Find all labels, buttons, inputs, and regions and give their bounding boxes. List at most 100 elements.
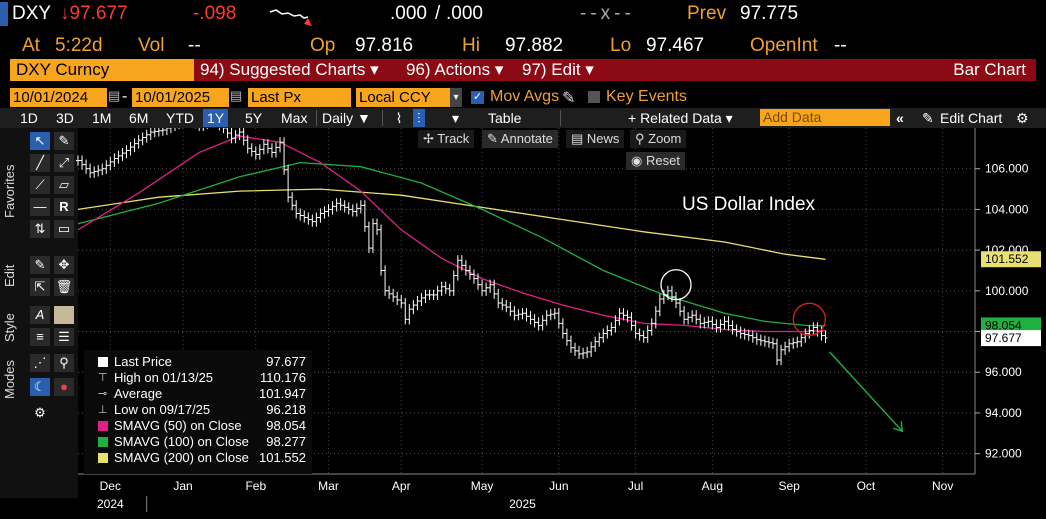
crosshair-icon[interactable]: ⋰ bbox=[30, 354, 50, 372]
vol-value: -- bbox=[188, 35, 201, 56]
price-chart: 106.000104.000102.000100.00098.00096.000… bbox=[76, 128, 1041, 512]
track-label: Track bbox=[437, 131, 470, 146]
calendar-icon[interactable]: ▤ bbox=[230, 88, 243, 103]
trash-icon[interactable]: 🗑 bbox=[54, 278, 74, 296]
edit-chart-button[interactable]: Edit Chart bbox=[940, 110, 1003, 126]
last-price-tag-bg bbox=[981, 330, 1041, 347]
y-tick-label: 100.000 bbox=[985, 284, 1029, 298]
open-label: Op bbox=[310, 35, 336, 56]
trend-tool-icon[interactable]: ⟋ bbox=[30, 176, 50, 194]
table-button[interactable]: Table bbox=[488, 110, 522, 126]
move-icon[interactable]: ✥ bbox=[54, 256, 74, 274]
chart-type-label: Bar Chart bbox=[606, 59, 1036, 81]
gear-icon[interactable]: ⚙ bbox=[1016, 110, 1029, 126]
legend-swatch bbox=[98, 357, 108, 367]
color-swatch-icon[interactable] bbox=[54, 306, 74, 324]
chart-title: US Dollar Index bbox=[682, 194, 816, 215]
reset-button[interactable]: ◉ Reset bbox=[626, 152, 685, 170]
track-tool[interactable]: ✢ Track bbox=[418, 130, 475, 148]
sma100-line bbox=[77, 161, 826, 327]
period-5y[interactable]: 5Y bbox=[245, 110, 263, 126]
legend-marker-icon: ⊸ bbox=[98, 388, 108, 400]
news-tool[interactable]: ▤ News bbox=[566, 130, 625, 148]
line-weight-icon[interactable]: ≡ bbox=[30, 328, 50, 346]
x-tick-label: Sep bbox=[778, 479, 800, 493]
quote-row-2: At 5:22d Vol -- Op 97.816 Hi 97.882 Lo 9… bbox=[0, 32, 1046, 58]
text-style-icon[interactable]: A bbox=[30, 306, 50, 324]
period-1y[interactable]: 1Y bbox=[203, 109, 229, 127]
zoom-tool[interactable]: ⚲ Zoom bbox=[630, 130, 687, 148]
cursor-icon[interactable]: ↖ bbox=[30, 132, 50, 150]
line-style-icon[interactable]: ☰ bbox=[54, 328, 74, 346]
pencil-icon: ✎ bbox=[487, 131, 501, 146]
chevron-down-icon[interactable]: ▾ bbox=[452, 110, 460, 126]
last-price: ↓97.677 bbox=[60, 3, 128, 24]
chevron-down-icon[interactable]: ▾ bbox=[450, 88, 462, 107]
channel-tool-icon[interactable]: ▱ bbox=[54, 176, 74, 194]
x-year-label: 2025 bbox=[509, 497, 536, 511]
end-date-input[interactable]: 10/01/2025 bbox=[132, 88, 229, 107]
line-chart-icon[interactable]: ⌇ bbox=[395, 110, 403, 126]
mov-avgs-checkbox[interactable]: ✓ bbox=[471, 91, 484, 104]
reset-icon: ◉ bbox=[631, 153, 646, 168]
x-tick-label: May bbox=[471, 479, 494, 493]
prev-label: Prev bbox=[687, 3, 727, 24]
sparkline-icon bbox=[269, 9, 312, 26]
bar-chart-icon[interactable]: ⫶ bbox=[413, 109, 425, 127]
gear-icon[interactable]: ⚙ bbox=[34, 405, 46, 420]
edit-menu[interactable]: 97) Edit ▾ bbox=[516, 59, 606, 81]
low-label: Lo bbox=[610, 35, 632, 56]
pencil-icon[interactable]: ✎ bbox=[922, 110, 934, 126]
legend-value: 101.552 bbox=[259, 450, 306, 465]
legend-name: SMAVG (50) on Close bbox=[114, 418, 242, 433]
pen-icon[interactable]: ✎ bbox=[54, 132, 74, 150]
frequency-select[interactable]: Daily ▼ bbox=[322, 110, 371, 126]
pencil-icon[interactable]: ✎ bbox=[562, 90, 576, 107]
key-events-checkbox[interactable] bbox=[588, 91, 600, 103]
period-ytd[interactable]: YTD bbox=[166, 110, 194, 126]
palette-icon[interactable]: ● bbox=[54, 378, 74, 396]
period-1m[interactable]: 1M bbox=[92, 110, 112, 126]
x-tick-label: Dec bbox=[100, 479, 121, 493]
legend-name: High on 01/13/25 bbox=[114, 370, 214, 385]
fib-tool-icon[interactable]: ⇅ bbox=[30, 220, 50, 238]
start-date-input[interactable]: 10/01/2024 bbox=[10, 88, 107, 107]
suggested-charts-menu[interactable]: 94) Suggested Charts ▾ bbox=[194, 59, 400, 81]
calendar-icon[interactable]: ▤ bbox=[108, 88, 121, 103]
period-1d[interactable]: 1D bbox=[20, 110, 38, 126]
annotate-tool[interactable]: ✎ Annotate bbox=[482, 130, 558, 148]
related-data-menu[interactable]: + Related Data ▾ bbox=[628, 110, 733, 126]
actions-menu[interactable]: 96) Actions ▾ bbox=[400, 59, 516, 81]
mode-icon[interactable]: ☾ bbox=[30, 378, 50, 396]
select-icon[interactable]: ⇱ bbox=[30, 278, 50, 296]
period-6m[interactable]: 6M bbox=[129, 110, 149, 126]
legend-swatch bbox=[98, 453, 108, 463]
pen-icon[interactable]: ✎ bbox=[30, 256, 50, 274]
ray-tool-icon[interactable]: ⤢ bbox=[54, 154, 74, 172]
last-price-tag: 97.677 bbox=[985, 331, 1022, 345]
period-max[interactable]: Max bbox=[281, 110, 308, 126]
zoom-label: Zoom bbox=[648, 131, 682, 146]
date-controls: 10/01/2024 ▤ - 10/01/2025 ▤ Last Px Loca… bbox=[0, 88, 1046, 108]
vol-label: Vol bbox=[138, 35, 165, 56]
key-events-label: Key Events bbox=[606, 88, 687, 105]
ruler-icon[interactable]: R bbox=[54, 198, 74, 216]
add-data-input[interactable]: Add Data bbox=[760, 109, 890, 126]
news-icon: ▤ bbox=[571, 131, 587, 146]
rectangle-icon[interactable]: ▭ bbox=[54, 220, 74, 238]
annotation-circle-red bbox=[792, 302, 826, 336]
horizontal-line-icon[interactable]: — bbox=[30, 198, 50, 216]
period-3d[interactable]: 3D bbox=[56, 110, 74, 126]
security-field[interactable]: DXY Curncy bbox=[10, 59, 196, 81]
legend-marker-icon: ⊥ bbox=[98, 404, 108, 416]
legend-value: 98.054 bbox=[266, 418, 306, 433]
collapse-icon[interactable]: « bbox=[896, 110, 904, 126]
news-label: News bbox=[586, 131, 620, 146]
field-select[interactable]: Last Px bbox=[248, 88, 351, 107]
line-tool-icon[interactable]: ╱ bbox=[30, 154, 50, 172]
currency-select[interactable]: Local CCY bbox=[356, 88, 451, 107]
x-tick-label: Oct bbox=[857, 479, 876, 493]
function-bar: DXY Curncy 94) Suggested Charts ▾ 96) Ac… bbox=[0, 59, 1046, 81]
magnet-icon[interactable]: ⚲ bbox=[54, 354, 74, 372]
legend-row: ⊸ Average 101.947 bbox=[84, 386, 312, 402]
